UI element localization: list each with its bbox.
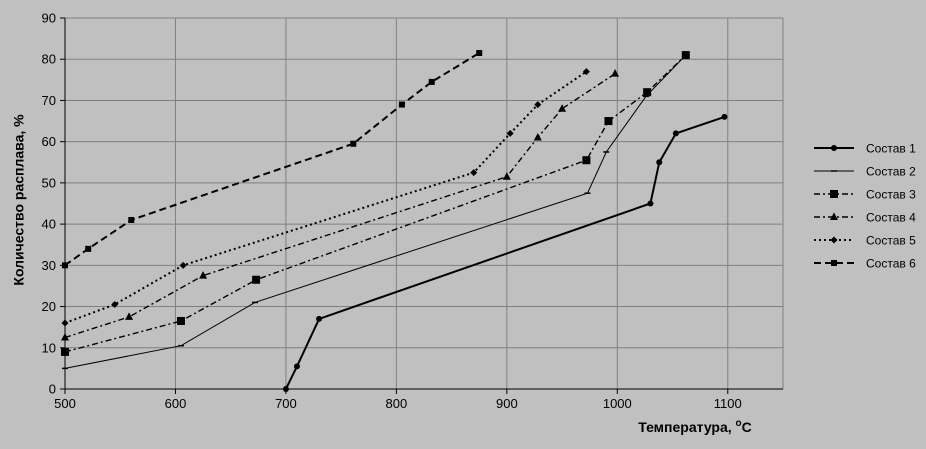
data-point-diamond [582, 68, 590, 76]
data-point-circle [282, 386, 289, 392]
data-point-circle [721, 113, 728, 120]
x-axis-title-main: Температура, [638, 419, 735, 435]
legend-item: Состав 5 [814, 234, 916, 248]
data-point-diamond [506, 129, 514, 137]
data-point-circle [672, 130, 679, 137]
data-point-square [681, 51, 690, 60]
x-axis-title-degree: o [736, 418, 742, 429]
series-layer [61, 50, 728, 392]
data-point-triangle [830, 212, 838, 220]
data-point-circle [656, 159, 663, 166]
legend-item: Состав 1 [814, 142, 916, 156]
data-point-square [398, 101, 405, 108]
data-point-square [252, 275, 261, 284]
legend: Состав 1 Состав 2 Состав 3 Состав 4 Состав 5… [814, 142, 916, 271]
data-point-square [643, 88, 652, 97]
data-point-circle [293, 363, 300, 370]
data-point-diamond [111, 300, 119, 308]
data-point-square [582, 156, 591, 165]
y-axis-title: Количество расплава, % [11, 114, 27, 286]
axes [60, 17, 783, 394]
data-point-square [830, 190, 838, 198]
legend-item: Состав 4 [814, 211, 916, 225]
y-tick-label: 90 [42, 11, 56, 26]
data-point-triangle [125, 312, 134, 320]
data-point-square [604, 117, 613, 126]
x-axis-title-unit: C [742, 419, 752, 435]
data-point-diamond [470, 169, 478, 177]
data-point-triangle [61, 332, 69, 341]
legend-label: Состав 4 [866, 211, 916, 225]
data-point-diamond [830, 236, 838, 244]
y-tick-label: 20 [42, 299, 56, 314]
y-tick-label: 10 [42, 340, 56, 355]
y-tick-label: 0 [49, 382, 56, 397]
data-point-circle [647, 200, 654, 207]
y-tick-label: 50 [42, 175, 56, 190]
y-tick-label: 70 [42, 93, 56, 108]
data-point-square [61, 347, 69, 356]
legend-label: Состав 2 [866, 165, 916, 179]
x-tick-label: 1000 [603, 396, 632, 411]
data-point-triangle [533, 133, 542, 141]
data-point-triangle [611, 69, 620, 77]
data-point-square [176, 316, 185, 325]
data-point-square [476, 50, 483, 57]
y-tick-label: 40 [42, 217, 56, 232]
legend-label: Состав 3 [866, 188, 916, 202]
data-point-square [62, 262, 68, 269]
data-point-circle [316, 315, 323, 322]
legend-label: Состав 1 [866, 142, 916, 156]
y-tick-label: 60 [42, 134, 56, 149]
series-4 [61, 69, 620, 341]
data-point-triangle [558, 104, 567, 112]
legend-item: Состав 3 [814, 188, 916, 202]
y-tick-label: 80 [42, 52, 56, 67]
x-tick-label: 700 [275, 396, 297, 411]
data-point-diamond [179, 261, 187, 269]
data-point-triangle [502, 172, 511, 180]
x-tick-label: 900 [496, 396, 518, 411]
data-point-diamond [534, 101, 542, 109]
data-point-square [428, 78, 435, 85]
x-tick-labels: 500 600 700 800 900 1000 1100 [54, 396, 742, 411]
series-3 [61, 51, 690, 356]
y-tick-labels: 0 10 20 30 40 50 60 70 80 90 [42, 11, 56, 397]
y-tick-label: 30 [42, 258, 56, 273]
legend-label: Состав 6 [866, 257, 916, 271]
data-point-square [831, 260, 837, 266]
series-5 [61, 68, 590, 327]
legend-label: Состав 5 [866, 234, 916, 248]
legend-item: Состав 6 [814, 257, 916, 271]
x-tick-label: 1100 [714, 396, 742, 411]
x-axis-title: Температура, oC [638, 418, 752, 435]
data-point-square [128, 216, 135, 223]
series-6 [62, 50, 483, 269]
series-1 [282, 113, 728, 392]
data-point-square [85, 245, 92, 252]
x-tick-label: 500 [54, 396, 76, 411]
x-tick-label: 600 [165, 396, 187, 411]
x-tick-label: 800 [386, 396, 408, 411]
data-point-diamond [61, 319, 69, 327]
data-point-circle [831, 145, 837, 151]
legend-item: Состав 2 [814, 165, 916, 179]
data-point-square [350, 140, 357, 147]
data-point-triangle [199, 271, 208, 279]
